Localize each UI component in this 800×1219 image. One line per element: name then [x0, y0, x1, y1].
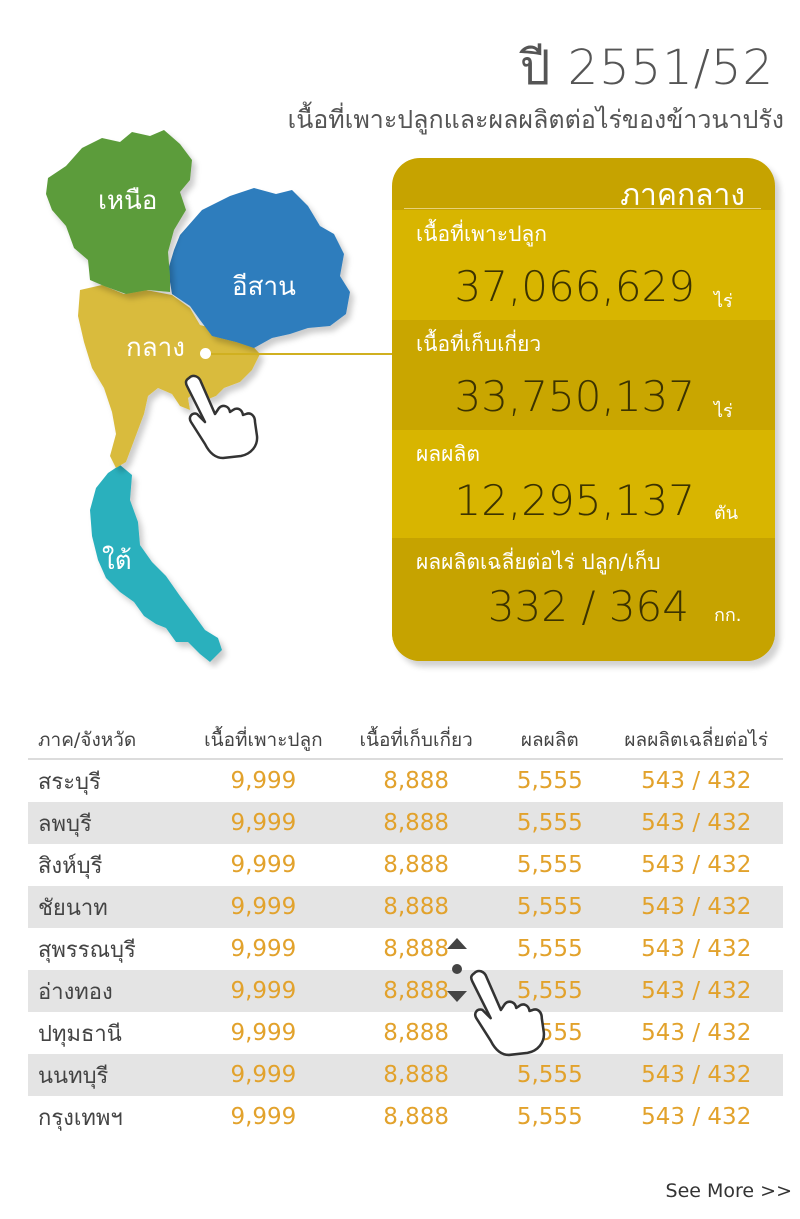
province-table: ภาค/จังหวัด เนื้อที่เพาะปลูก เนื้อที่เก็… — [28, 722, 783, 1138]
planted-area-unit: ไร่ — [714, 291, 733, 312]
cell-yield: 543 / 432 — [609, 970, 783, 1012]
cell-planted: 9,999 — [184, 886, 343, 928]
region-summary-panel: ภาคกลาง เนื้อที่เพาะปลูก 37,066,629 ไร่ … — [392, 158, 775, 661]
table-header-row: ภาค/จังหวัด เนื้อที่เพาะปลูก เนื้อที่เก็… — [28, 722, 783, 760]
cell-province: อ่างทอง — [28, 970, 185, 1012]
page-subtitle: เนื้อที่เพาะปลูกและผลผลิตต่อไร่ของข้าวนา… — [287, 105, 784, 134]
cell-planted: 9,999 — [230, 768, 297, 794]
panel-row-planted-area: เนื้อที่เพาะปลูก 37,066,629 ไร่ — [392, 210, 775, 320]
table-row[interactable]: อ่างทอง 9,999 8,888 5,555 543 / 432 — [28, 970, 783, 1012]
thailand-map: เหนือ อีสาน กลาง ใต้ — [40, 130, 420, 670]
label-central: กลาง — [126, 333, 185, 363]
yield-label: ผลผลิตเฉลี่ยต่อไร่ ปลูก/เก็บ — [416, 550, 661, 574]
panel-row-harvested-area: เนื้อที่เก็บเกี่ยว 33,750,137 ไร่ — [392, 320, 775, 430]
table-row[interactable]: ลพบุรี 9,999 8,888 5,555 543 / 432 — [28, 802, 783, 844]
region-north[interactable] — [46, 130, 192, 294]
harvested-area-unit: ไร่ — [714, 401, 733, 422]
cell-yield: 543 / 432 — [641, 1020, 752, 1046]
cell-planted: 9,999 — [230, 852, 297, 878]
cell-province: กรุงเทพฯ — [38, 1105, 123, 1131]
cell-province: สิงห์บุรี — [38, 853, 103, 879]
harvested-area-label: เนื้อที่เก็บเกี่ยว — [416, 332, 542, 356]
cell-province: ลพบุรี — [28, 802, 185, 844]
region-northeast[interactable] — [168, 188, 350, 348]
cell-production: 5,555 — [490, 1054, 610, 1096]
year-title: ปี 2551/52 — [519, 40, 774, 96]
cell-yield: 543 / 432 — [641, 768, 752, 794]
cell-harvested: 8,888 — [383, 852, 450, 878]
cell-harvested: 8,888 — [342, 886, 491, 928]
map-connector-line — [208, 353, 392, 355]
header-yield: ผลผลิตเฉลี่ยต่อไร่ — [609, 722, 783, 760]
label-northeast: อีสาน — [232, 272, 296, 302]
table-row[interactable]: ชัยนาท 9,999 8,888 5,555 543 / 432 — [28, 886, 783, 928]
cell-province: นนทบุรี — [28, 1054, 185, 1096]
cell-harvested: 8,888 — [383, 1104, 450, 1130]
cell-yield: 543 / 432 — [609, 802, 783, 844]
cell-harvested: 8,888 — [342, 1054, 491, 1096]
central-marker-dot — [200, 348, 211, 359]
table-row[interactable]: ปทุมธานี 9,999 8,888 5,555 543 / 432 — [28, 1012, 783, 1054]
label-south: ใต้ — [102, 546, 132, 576]
cell-planted: 9,999 — [184, 1054, 343, 1096]
swipe-hand-icon — [469, 969, 546, 1057]
production-unit: ตัน — [714, 503, 738, 524]
panel-row-production: ผลผลิต 12,295,137 ตัน — [392, 430, 775, 538]
planted-area-label: เนื้อที่เพาะปลูก — [416, 222, 547, 246]
cell-province: สระบุรี — [38, 769, 101, 795]
cell-harvested: 8,888 — [383, 768, 450, 794]
cell-production: 5,555 — [490, 802, 610, 844]
table-row[interactable]: นนทบุรี 9,999 8,888 5,555 543 / 432 — [28, 1054, 783, 1096]
map-svg — [46, 130, 350, 662]
header-planted-area: เนื้อที่เพาะปลูก — [184, 722, 343, 760]
cell-harvested: 8,888 — [383, 1020, 450, 1046]
region-south[interactable] — [90, 465, 222, 662]
header-province: ภาค/จังหวัด — [28, 722, 185, 760]
table-row[interactable]: สิงห์บุรี 9,999 8,888 5,555 543 / 432 — [28, 844, 783, 886]
cell-yield: 543 / 432 — [609, 886, 783, 928]
scroll-control[interactable] — [444, 935, 470, 1009]
production-value: 12,295,137 — [454, 476, 695, 525]
panel-title: ภาคกลาง — [620, 178, 745, 213]
production-label: ผลผลิต — [416, 442, 480, 466]
harvested-area-value: 33,750,137 — [454, 372, 695, 421]
cell-yield: 543 / 432 — [641, 852, 752, 878]
table-row[interactable]: สุพรรณบุรี 9,999 8,888 5,555 543 / 432 — [28, 928, 783, 970]
planted-area-value: 37,066,629 — [454, 262, 695, 311]
cell-planted: 9,999 — [230, 936, 297, 962]
cell-yield: 543 / 432 — [641, 936, 752, 962]
cell-production: 5,555 — [516, 852, 583, 878]
label-north: เหนือ — [98, 186, 158, 216]
panel-row-yield: ผลผลิตเฉลี่ยต่อไร่ ปลูก/เก็บ 332 / 364 ก… — [392, 538, 775, 661]
yield-unit: กก. — [714, 605, 742, 626]
yield-value: 332 / 364 — [487, 582, 689, 631]
cell-planted: 9,999 — [184, 802, 343, 844]
header-production: ผลผลิต — [490, 722, 610, 760]
header-harvested-area: เนื้อที่เก็บเกี่ยว — [342, 722, 491, 760]
pointer-hand-icon — [184, 374, 259, 460]
panel-title-divider — [404, 208, 761, 209]
cell-yield: 543 / 432 — [609, 1054, 783, 1096]
cell-planted: 9,999 — [230, 1020, 297, 1046]
cell-province: สุพรรณบุรี — [38, 937, 136, 963]
cell-harvested: 8,888 — [383, 936, 450, 962]
cell-production: 5,555 — [490, 886, 610, 928]
cell-province: ชัยนาท — [28, 886, 185, 928]
cell-planted: 9,999 — [230, 1104, 297, 1130]
cell-planted: 9,999 — [184, 970, 343, 1012]
see-more-link[interactable]: See More >> — [665, 1180, 792, 1202]
cell-production: 5,555 — [516, 768, 583, 794]
scroll-arrows-icon[interactable] — [444, 935, 470, 1009]
cell-production: 5,555 — [516, 1104, 583, 1130]
cell-yield: 543 / 432 — [641, 1104, 752, 1130]
table-row[interactable]: กรุงเทพฯ 9,999 8,888 5,555 543 / 432 — [28, 1096, 783, 1138]
cell-production: 5,555 — [516, 936, 583, 962]
table-row[interactable]: สระบุรี 9,999 8,888 5,555 543 / 432 — [28, 759, 783, 802]
cell-harvested: 8,888 — [342, 802, 491, 844]
cell-province: ปทุมธานี — [38, 1021, 122, 1047]
